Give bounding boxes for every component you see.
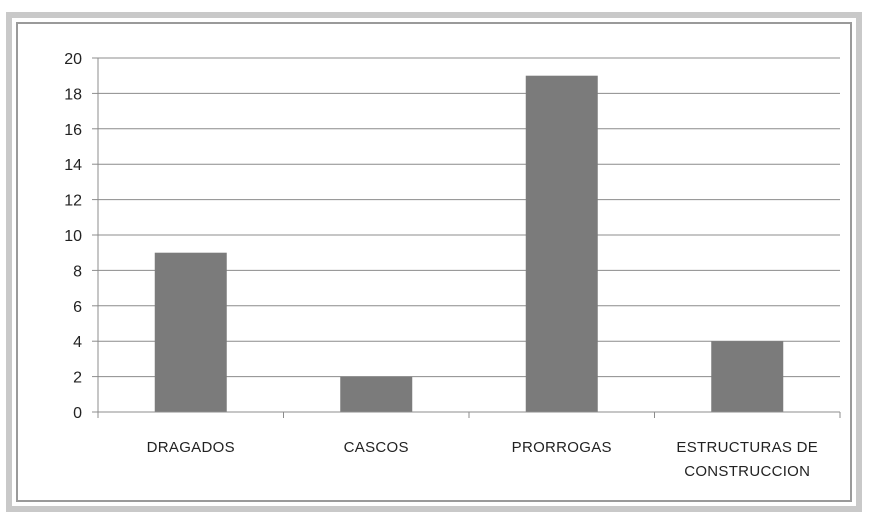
y-tick-label: 6 [73,299,82,316]
y-tick-label: 4 [73,334,82,351]
x-axis-labels: DRAGADOS CASCOS PRORROGAS ESTRUCTURAS DE CON… [147,439,818,480]
y-tick-label: 0 [73,405,82,422]
y-axis-ticks: 0 2 4 6 8 10 12 14 16 18 20 [64,51,98,422]
x-tick-label: DRAGADOS [147,439,235,456]
x-tick-label: CASCOS [344,439,409,456]
bars [154,75,784,412]
y-tick-label: 2 [73,370,82,387]
y-tick-label: 16 [64,122,82,139]
bar-cascos [340,376,413,412]
axes [97,58,841,418]
y-tick-label: 12 [64,193,82,210]
y-tick-label: 18 [64,86,82,103]
bar-estructuras-de-construccion [711,341,784,412]
y-tick-label: 10 [64,228,82,245]
x-tick-label: CONSTRUCCION [684,463,810,480]
x-tick-label: ESTRUCTURAS DE [676,439,818,456]
chart-frame [6,12,862,512]
chart-inner-border [16,22,852,502]
bar-prorrogas [525,75,598,412]
y-tick-label: 20 [64,51,82,68]
y-tick-label: 8 [73,263,82,280]
x-tick-label: PRORROGAS [512,439,612,456]
y-tick-label: 14 [64,157,82,174]
gridlines [98,57,840,378]
bar-dragados [154,252,227,412]
